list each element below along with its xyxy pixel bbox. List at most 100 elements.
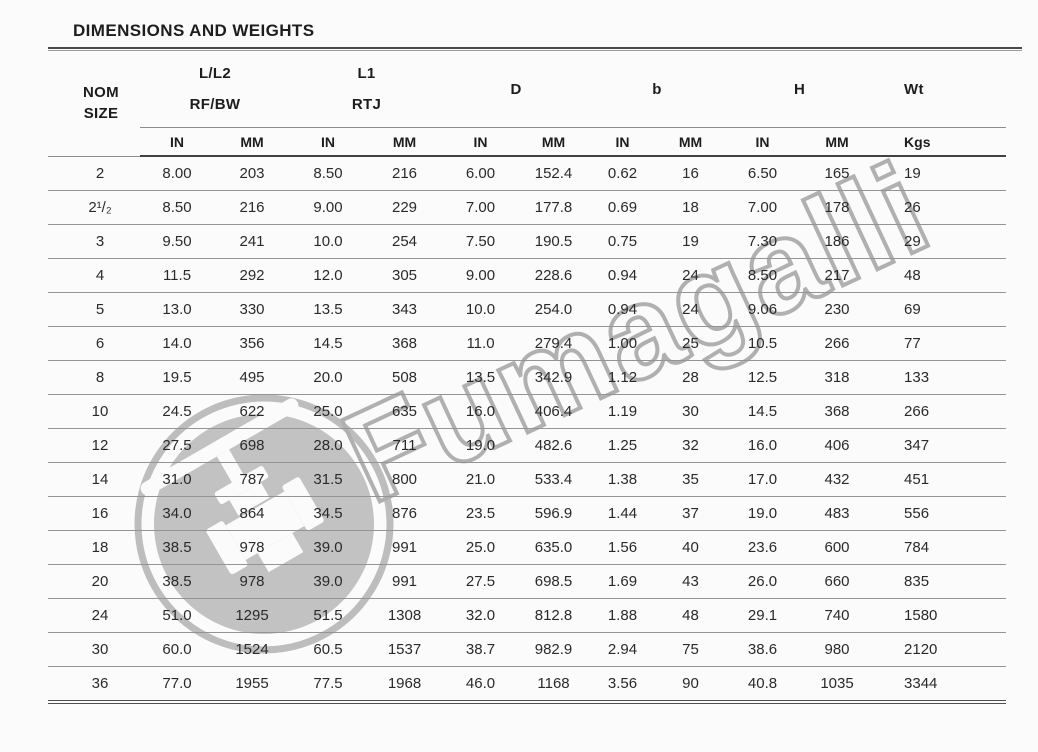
table-cell: 229 (366, 190, 443, 225)
nom-label-line2: SIZE (83, 105, 119, 123)
table-cell: 9.50 (140, 224, 214, 259)
unit-header: IN (443, 127, 518, 157)
col-group-ll2-rfbw: L/L2 RF/BW (140, 51, 290, 128)
unit-header: MM (214, 127, 290, 157)
table-row: 12 27.5 698 28.0 711 19.0 482.6 1.25 32 … (48, 428, 1007, 463)
table-cell: 241 (214, 224, 290, 259)
table-cell: 1308 (366, 598, 443, 633)
table-cell: 14.0 (140, 326, 214, 361)
table-cell: 31.5 (290, 462, 366, 497)
table-cell: 533.4 (518, 462, 590, 497)
table-cell: 77.0 (140, 666, 214, 704)
table-cell: 43 (656, 564, 726, 599)
nom-size-cell: 12 (48, 428, 140, 463)
weight-cell: 77 (874, 326, 1007, 361)
table-cell: 26.0 (725, 564, 801, 599)
table-cell: 596.9 (518, 496, 590, 531)
table-cell: 991 (366, 530, 443, 565)
table-cell: 18 (656, 190, 726, 225)
table-cell: 6.50 (725, 156, 801, 191)
table-row: 24 51.0 1295 51.5 1308 32.0 812.8 1.88 4… (48, 598, 1007, 633)
nom-size-cell: 36 (48, 666, 140, 704)
table-cell: 368 (366, 326, 443, 361)
nom-size-cell: 18 (48, 530, 140, 565)
table-cell: 7.00 (725, 190, 801, 225)
table-cell: 0.62 (589, 156, 657, 191)
table-cell: 27.5 (140, 428, 214, 463)
table-cell: 698.5 (518, 564, 590, 599)
table-cell: 11.5 (140, 258, 214, 293)
table-cell: 305 (366, 258, 443, 293)
table-cell: 8.50 (140, 190, 214, 225)
table-row: 6 14.0 356 14.5 368 11.0 279.4 1.00 25 1… (48, 326, 1007, 361)
table-cell: 1.38 (589, 462, 657, 497)
table-cell: 46.0 (443, 666, 518, 704)
table-cell: 23.6 (725, 530, 801, 565)
nom-label-line1: NOM (83, 84, 119, 102)
table-cell: 8.50 (290, 156, 366, 191)
weight-cell: 133 (874, 360, 1007, 395)
weight-cell: 69 (874, 292, 1007, 327)
table-cell: 0.69 (589, 190, 657, 225)
table-cell: 254 (366, 224, 443, 259)
table-cell: 19.5 (140, 360, 214, 395)
col-group-l1-rtj: L1 RTJ (290, 51, 443, 128)
weight-cell: 19 (874, 156, 1007, 191)
table-cell: 635.0 (518, 530, 590, 565)
nom-size-cell: 10 (48, 394, 140, 429)
table-cell: 230 (800, 292, 875, 327)
table-cell: 38.6 (725, 632, 801, 667)
col-group-nom: NOM SIZE (48, 51, 140, 157)
table-cell: 740 (800, 598, 875, 633)
table-cell: 216 (366, 156, 443, 191)
table-row: 3 9.50 241 10.0 254 7.50 190.5 0.75 19 7… (48, 224, 1007, 259)
table-cell: 342.9 (518, 360, 590, 395)
dimensions-table: NOM SIZE L/L2 RF/BW L1 RTJ D (48, 51, 1007, 704)
table-cell: 19 (656, 224, 726, 259)
table-cell: 25.0 (290, 394, 366, 429)
table-cell: 21.0 (443, 462, 518, 497)
table-cell: 40 (656, 530, 726, 565)
table-cell: 1.19 (589, 394, 657, 429)
table-cell: 12.5 (725, 360, 801, 395)
table-cell: 51.0 (140, 598, 214, 633)
table-cell: 14.5 (725, 394, 801, 429)
group-label: Wt (904, 80, 924, 98)
nom-size-cell: 5 (48, 292, 140, 327)
table-cell: 90 (656, 666, 726, 704)
table-cell: 11.0 (443, 326, 518, 361)
table-cell: 60.0 (140, 632, 214, 667)
table-cell: 27.5 (443, 564, 518, 599)
table-cell: 7.50 (443, 224, 518, 259)
table-cell: 217 (800, 258, 875, 293)
table-row: 20 38.5 978 39.0 991 27.5 698.5 1.69 43 … (48, 564, 1007, 599)
table-cell: 38.5 (140, 564, 214, 599)
group-label: L/L2 (198, 65, 232, 82)
table-cell: 10.0 (290, 224, 366, 259)
table-cell: 343 (366, 292, 443, 327)
table-cell: 40.8 (725, 666, 801, 704)
nom-size-cell: 20 (48, 564, 140, 599)
title-rule (48, 47, 1022, 51)
table-cell: 266 (800, 326, 875, 361)
table-cell: 20.0 (290, 360, 366, 395)
table-cell: 800 (366, 462, 443, 497)
table-cell: 13.0 (140, 292, 214, 327)
table-cell: 978 (214, 564, 290, 599)
unit-header: MM (518, 127, 590, 157)
unit-header: MM (800, 127, 875, 157)
table-cell: 279.4 (518, 326, 590, 361)
nom-size-cell: 4 (48, 258, 140, 293)
table-cell: 25 (656, 326, 726, 361)
table-cell: 1295 (214, 598, 290, 633)
nom-size-cell: 14 (48, 462, 140, 497)
table-cell: 12.0 (290, 258, 366, 293)
table-row: 14 31.0 787 31.5 800 21.0 533.4 1.38 35 … (48, 462, 1007, 497)
table-cell: 406 (800, 428, 875, 463)
table-row: 8 19.5 495 20.0 508 13.5 342.9 1.12 28 1… (48, 360, 1007, 395)
group-label: L1 (357, 65, 376, 82)
table-cell: 39.0 (290, 564, 366, 599)
table-cell: 0.75 (589, 224, 657, 259)
table-row: 18 38.5 978 39.0 991 25.0 635.0 1.56 40 … (48, 530, 1007, 565)
table-cell: 14.5 (290, 326, 366, 361)
